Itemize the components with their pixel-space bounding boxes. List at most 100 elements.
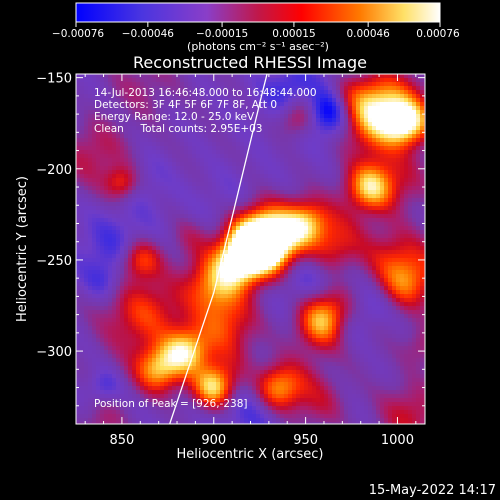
heatmap-cell xyxy=(280,134,285,139)
heatmap-cell xyxy=(96,262,101,267)
heatmap-cell xyxy=(292,230,297,235)
heatmap-cell xyxy=(192,230,197,235)
heatmap-cell xyxy=(408,78,413,83)
heatmap-cell xyxy=(256,298,261,303)
heatmap-cell xyxy=(92,278,97,283)
heatmap-cell xyxy=(340,242,345,247)
heatmap-cell xyxy=(292,222,297,227)
heatmap-cell xyxy=(356,294,361,299)
heatmap-cell xyxy=(396,138,401,143)
heatmap-cell xyxy=(404,110,409,115)
heatmap-cell xyxy=(364,210,369,215)
heatmap-cell xyxy=(196,246,201,251)
heatmap-cell xyxy=(236,114,241,119)
heatmap-cell xyxy=(208,106,213,111)
heatmap-cell xyxy=(80,202,85,207)
heatmap-cell xyxy=(340,258,345,263)
heatmap-cell xyxy=(340,282,345,287)
heatmap-cell xyxy=(172,94,177,99)
heatmap-cell xyxy=(340,150,345,155)
heatmap-cell xyxy=(396,230,401,235)
heatmap-cell xyxy=(172,86,177,91)
heatmap-cell xyxy=(408,74,413,79)
heatmap-cell xyxy=(88,154,93,159)
heatmap-cell xyxy=(312,118,317,123)
heatmap-cell xyxy=(196,138,201,143)
heatmap-cell xyxy=(252,198,257,203)
heatmap-cell xyxy=(196,214,201,219)
heatmap-cell xyxy=(212,278,217,283)
heatmap-cell xyxy=(284,98,289,103)
heatmap-cell xyxy=(136,86,141,91)
heatmap-cell xyxy=(420,194,425,199)
heatmap-cell xyxy=(208,266,213,271)
heatmap-cell xyxy=(332,154,337,159)
heatmap-cell xyxy=(268,222,273,227)
heatmap-cell xyxy=(272,226,277,231)
heatmap-cell xyxy=(204,226,209,231)
heatmap-cell xyxy=(332,238,337,243)
heatmap-cell xyxy=(136,138,141,143)
heatmap-cell xyxy=(100,150,105,155)
heatmap-cell xyxy=(348,102,353,107)
heatmap-cell xyxy=(300,98,305,103)
heatmap-cell xyxy=(340,118,345,123)
heatmap-cell xyxy=(152,102,157,107)
heatmap-cell xyxy=(420,202,425,207)
heatmap-cell xyxy=(132,98,137,103)
heatmap-cell xyxy=(408,158,413,163)
heatmap-cell xyxy=(260,82,265,87)
heatmap-cell xyxy=(200,262,205,267)
heatmap-cell xyxy=(208,282,213,287)
heatmap-cell xyxy=(296,198,301,203)
heatmap-cell xyxy=(188,98,193,103)
heatmap-cell xyxy=(160,114,165,119)
heatmap-cell xyxy=(372,206,377,211)
heatmap-cell xyxy=(196,238,201,243)
heatmap-cell xyxy=(188,290,193,295)
heatmap-cell xyxy=(160,86,165,91)
heatmap-cell xyxy=(420,286,425,291)
heatmap-cell xyxy=(336,142,341,147)
heatmap-cell xyxy=(164,130,169,135)
heatmap-cell xyxy=(176,142,181,147)
heatmap-cell xyxy=(340,294,345,299)
heatmap-cell xyxy=(204,194,209,199)
heatmap-cell xyxy=(204,90,209,95)
heatmap-cell xyxy=(320,210,325,215)
heatmap-cell xyxy=(224,262,229,267)
heatmap-cell xyxy=(160,166,165,171)
heatmap-cell xyxy=(200,146,205,151)
heatmap-cell xyxy=(140,198,145,203)
heatmap-cell xyxy=(416,138,421,143)
heatmap-cell xyxy=(152,106,157,111)
heatmap-cell xyxy=(344,86,349,91)
heatmap-cell xyxy=(416,234,421,239)
heatmap-cell xyxy=(136,226,141,231)
heatmap-cell xyxy=(212,186,217,191)
heatmap-cell xyxy=(408,258,413,263)
heatmap-cell xyxy=(116,150,121,155)
heatmap-cell xyxy=(280,222,285,227)
heatmap-cell xyxy=(240,126,245,131)
heatmap-cell xyxy=(236,126,241,131)
heatmap-cell xyxy=(316,290,321,295)
heatmap-cell xyxy=(244,82,249,87)
heatmap-cell xyxy=(200,74,205,79)
heatmap-cell xyxy=(356,170,361,175)
heatmap-cell xyxy=(92,294,97,299)
heatmap-cell xyxy=(132,230,137,235)
heatmap-cell xyxy=(88,86,93,91)
heatmap-cell xyxy=(412,130,417,135)
heatmap-cell xyxy=(140,146,145,151)
heatmap-cell xyxy=(152,278,157,283)
heatmap-cell xyxy=(252,186,257,191)
heatmap-cell xyxy=(188,78,193,83)
heatmap-cell xyxy=(332,266,337,271)
heatmap-cell xyxy=(240,98,245,103)
heatmap-cell xyxy=(400,134,405,139)
heatmap-cell xyxy=(232,230,237,235)
heatmap-cell xyxy=(156,278,161,283)
heatmap-cell xyxy=(148,182,153,187)
heatmap-cell xyxy=(224,206,229,211)
